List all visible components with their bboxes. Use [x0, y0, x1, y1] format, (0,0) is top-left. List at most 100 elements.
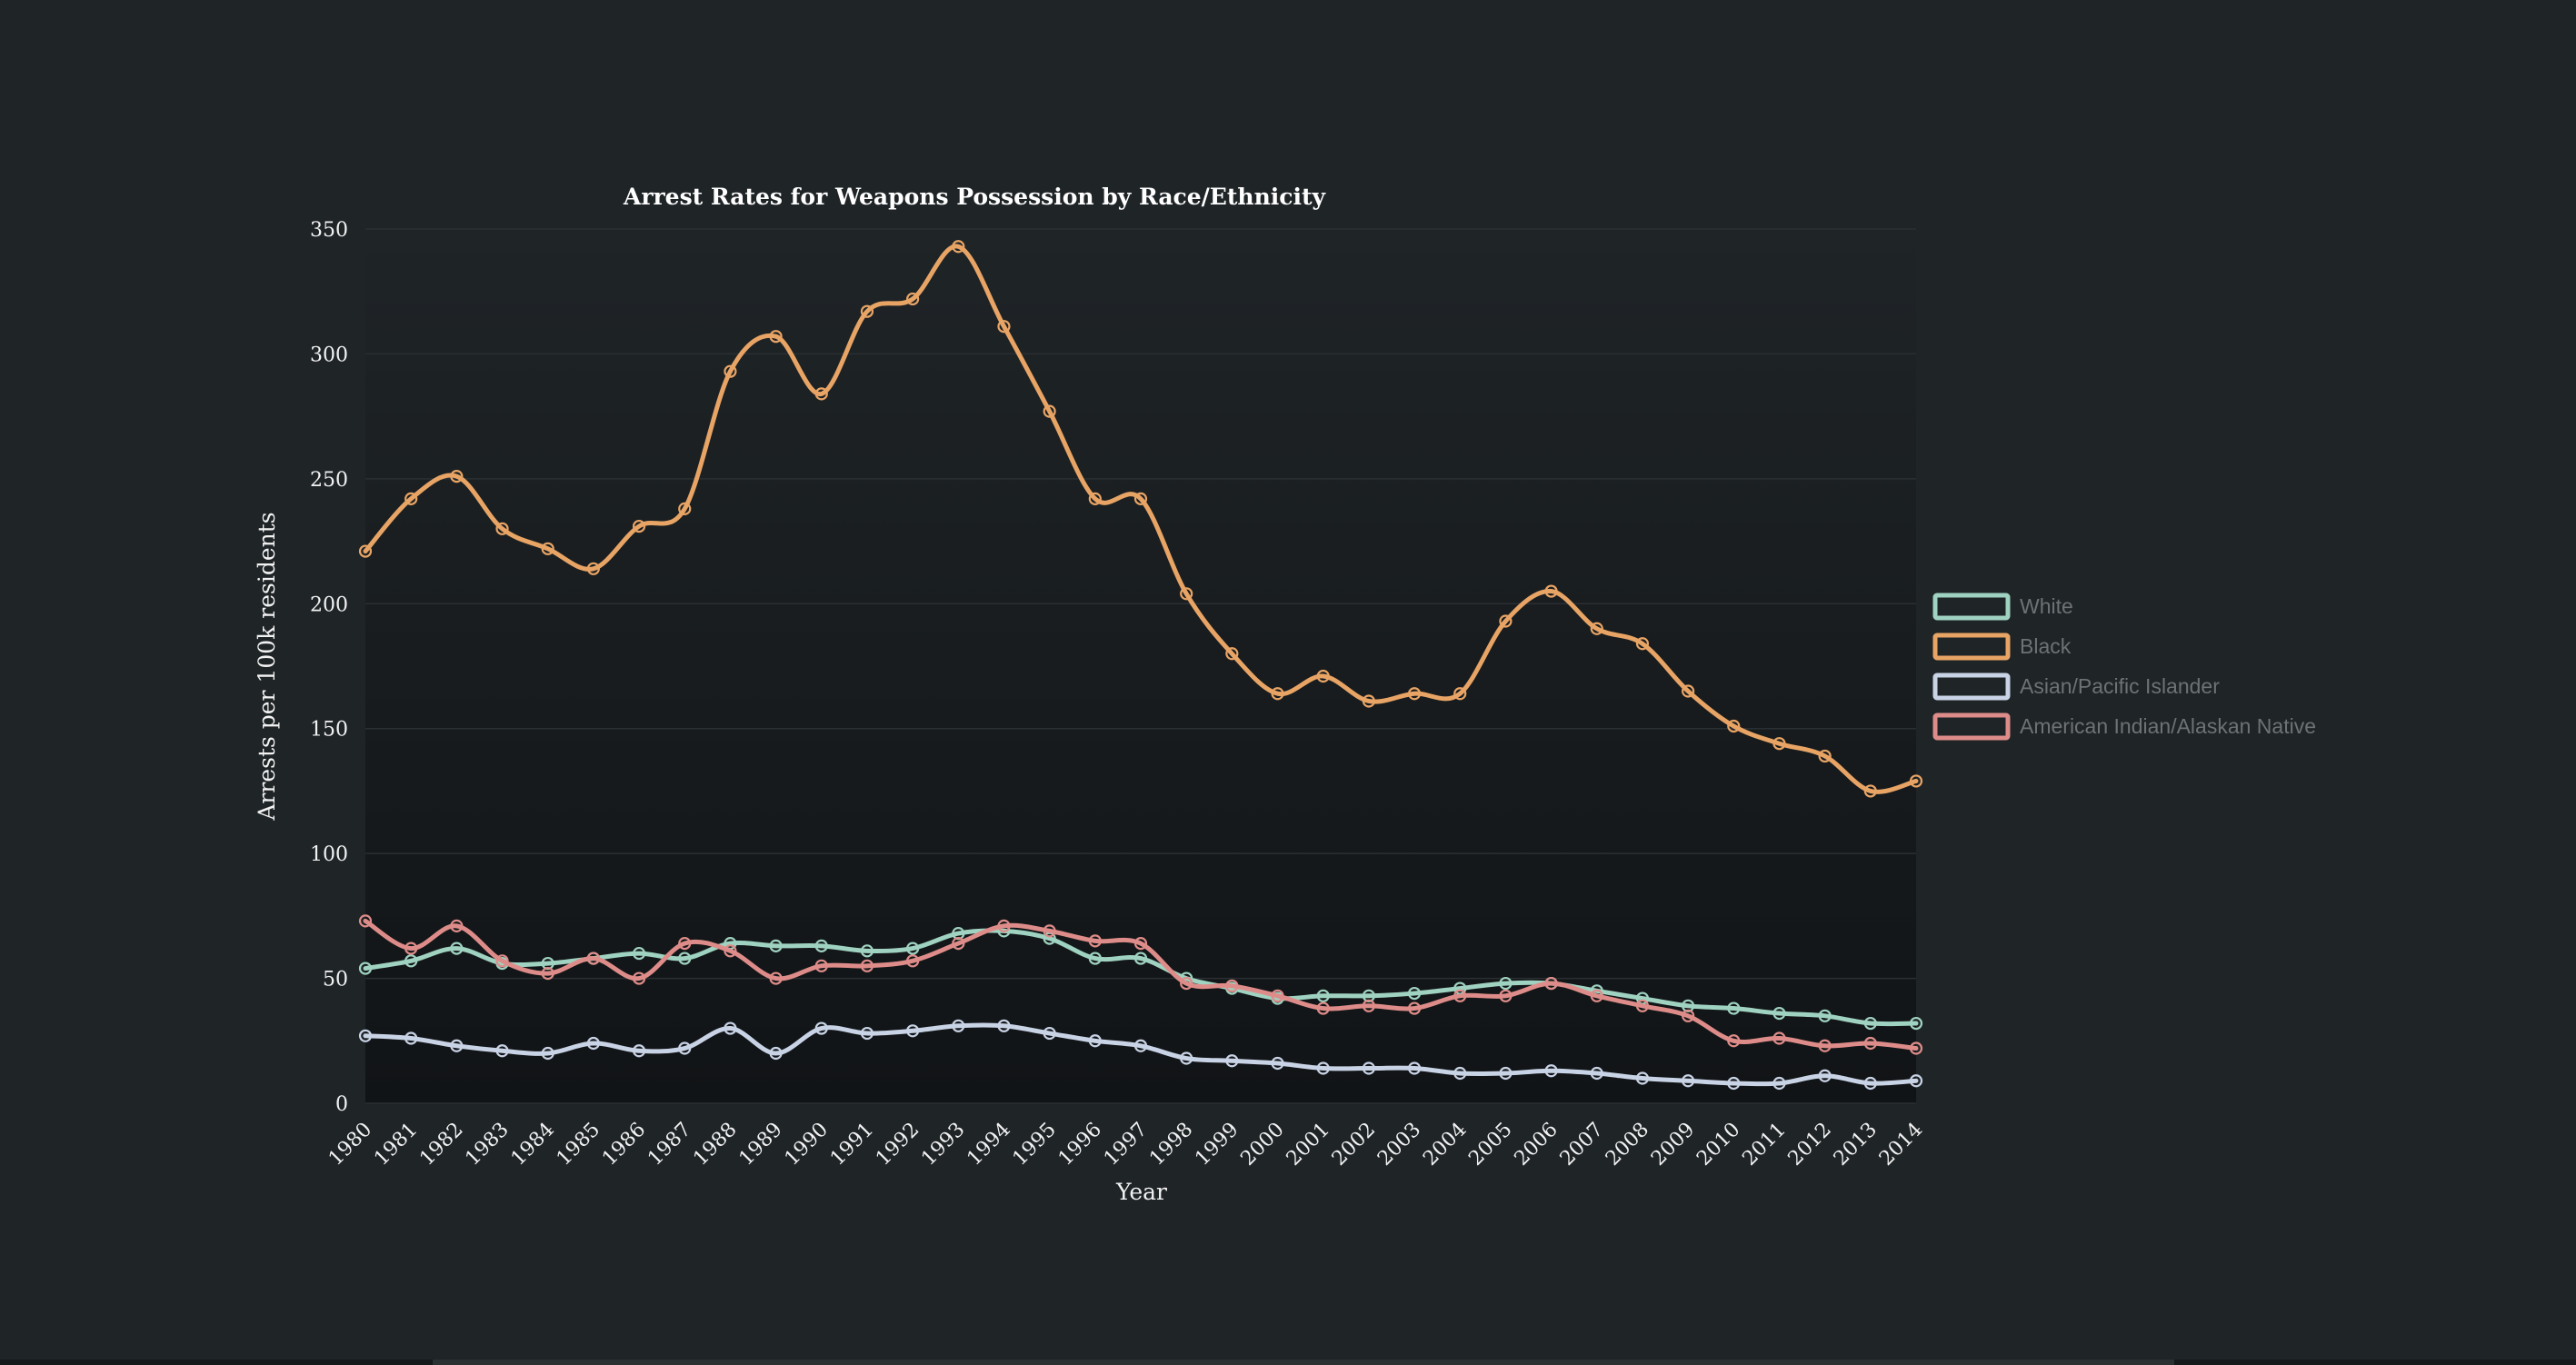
data-point[interactable]	[404, 942, 418, 955]
data-point[interactable]	[1133, 492, 1148, 505]
data-point[interactable]	[906, 942, 920, 955]
data-point[interactable]	[358, 914, 373, 928]
data-point[interactable]	[1909, 1041, 1923, 1055]
legend-item[interactable]: White	[1932, 593, 2073, 621]
data-point[interactable]	[997, 320, 1011, 334]
data-point[interactable]	[1499, 989, 1513, 1002]
data-point[interactable]	[1772, 1031, 1786, 1045]
horizontal-scrollbar[interactable]	[433, 1360, 2174, 1365]
data-point[interactable]	[358, 961, 373, 975]
data-point[interactable]	[1499, 976, 1513, 991]
data-point[interactable]	[769, 330, 783, 344]
data-point[interactable]	[450, 470, 464, 483]
data-point[interactable]	[1043, 404, 1056, 418]
data-point[interactable]	[358, 544, 373, 558]
data-point[interactable]	[1635, 637, 1650, 651]
data-point[interactable]	[1271, 687, 1284, 701]
data-point[interactable]	[358, 1029, 373, 1042]
data-point[interactable]	[495, 954, 509, 968]
data-point[interactable]	[1863, 1016, 1877, 1031]
data-point[interactable]	[1772, 1076, 1786, 1091]
data-point[interactable]	[1180, 1051, 1193, 1065]
data-point[interactable]	[1635, 999, 1650, 1012]
data-point[interactable]	[1271, 1056, 1284, 1071]
data-point[interactable]	[906, 292, 920, 306]
data-point[interactable]	[1818, 749, 1832, 763]
data-point[interactable]	[1727, 719, 1741, 733]
data-point[interactable]	[1909, 774, 1923, 788]
data-point[interactable]	[404, 1031, 418, 1045]
data-point[interactable]	[1225, 647, 1239, 661]
data-point[interactable]	[1453, 1066, 1467, 1081]
data-point[interactable]	[814, 939, 828, 952]
data-point[interactable]	[1180, 976, 1193, 991]
data-point[interactable]	[1772, 1006, 1786, 1021]
data-point[interactable]	[1453, 687, 1467, 701]
data-point[interactable]	[1316, 669, 1330, 683]
data-point[interactable]	[906, 1024, 920, 1038]
data-point[interactable]	[632, 1044, 646, 1058]
data-point[interactable]	[678, 952, 692, 965]
data-point[interactable]	[1316, 1001, 1330, 1015]
data-point[interactable]	[1407, 687, 1422, 701]
data-point[interactable]	[1088, 492, 1102, 505]
data-point[interactable]	[1453, 989, 1467, 1002]
data-point[interactable]	[769, 939, 783, 952]
data-point[interactable]	[997, 919, 1011, 932]
data-point[interactable]	[814, 1021, 828, 1035]
data-point[interactable]	[1271, 989, 1284, 1002]
data-point[interactable]	[1590, 989, 1603, 1002]
data-point[interactable]	[1772, 737, 1786, 751]
data-point[interactable]	[450, 942, 464, 955]
data-point[interactable]	[586, 562, 600, 575]
legend[interactable]: White Black Asian/Pacific Islander American…	[1932, 593, 2316, 741]
data-point[interactable]	[814, 387, 828, 401]
data-point[interactable]	[1818, 1009, 1832, 1022]
data-point[interactable]	[678, 936, 692, 951]
data-point[interactable]	[724, 1021, 737, 1035]
data-point[interactable]	[1863, 1036, 1877, 1051]
data-point[interactable]	[860, 1026, 874, 1041]
data-point[interactable]	[541, 542, 554, 555]
data-point[interactable]	[1727, 1001, 1741, 1015]
data-point[interactable]	[1682, 1074, 1695, 1088]
data-point[interactable]	[632, 946, 646, 961]
data-point[interactable]	[1407, 986, 1422, 1001]
data-point[interactable]	[1088, 952, 1102, 965]
data-point[interactable]	[586, 952, 600, 965]
data-point[interactable]	[1544, 584, 1558, 598]
data-point[interactable]	[814, 959, 828, 972]
data-point[interactable]	[1133, 952, 1148, 965]
data-point[interactable]	[1818, 1039, 1832, 1052]
data-point[interactable]	[724, 364, 737, 378]
data-point[interactable]	[860, 944, 874, 958]
data-point[interactable]	[769, 1046, 783, 1061]
data-point[interactable]	[1407, 1001, 1422, 1015]
data-point[interactable]	[404, 954, 418, 968]
data-point[interactable]	[495, 522, 509, 535]
data-point[interactable]	[1225, 1054, 1239, 1068]
data-point[interactable]	[1316, 989, 1330, 1002]
data-point[interactable]	[404, 492, 418, 505]
data-point[interactable]	[952, 936, 965, 951]
data-point[interactable]	[586, 1036, 600, 1051]
data-point[interactable]	[1407, 1061, 1422, 1075]
data-point[interactable]	[1362, 999, 1375, 1012]
legend-item[interactable]: Black	[1932, 633, 2072, 661]
data-point[interactable]	[1818, 1069, 1832, 1082]
data-point[interactable]	[1088, 1034, 1102, 1048]
data-point[interactable]	[906, 954, 920, 968]
data-point[interactable]	[1682, 1009, 1695, 1022]
data-point[interactable]	[1499, 614, 1513, 628]
data-point[interactable]	[1316, 1061, 1330, 1075]
data-point[interactable]	[769, 971, 783, 985]
data-point[interactable]	[632, 971, 646, 985]
data-point[interactable]	[1544, 976, 1558, 991]
data-point[interactable]	[1863, 1076, 1877, 1091]
data-point[interactable]	[1180, 587, 1193, 601]
data-point[interactable]	[1043, 1026, 1056, 1041]
data-point[interactable]	[1863, 784, 1877, 798]
legend-item[interactable]: American Indian/Alaskan Native	[1932, 712, 2316, 741]
data-point[interactable]	[541, 966, 554, 981]
data-point[interactable]	[541, 1046, 554, 1061]
